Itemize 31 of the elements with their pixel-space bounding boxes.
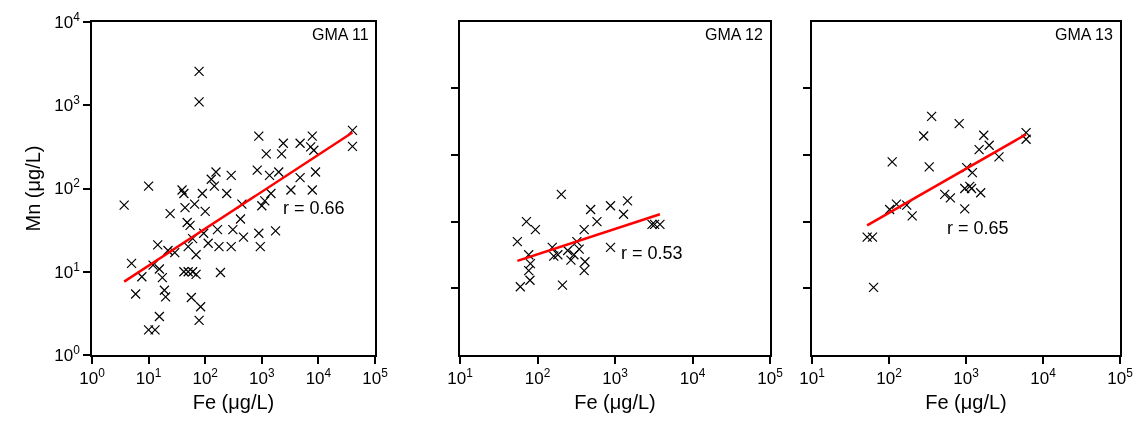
chart-title: GMA 12	[705, 26, 763, 43]
x-tick-label: 10$^{1}$	[447, 366, 474, 389]
y-tick-label: 10$^{1}$	[54, 259, 81, 282]
x-tick-label: 10$^{2}$	[524, 366, 551, 389]
x-tick-label: 10$^{5}$	[1107, 366, 1134, 389]
x-tick-label: 10$^{1}$	[799, 366, 826, 389]
x-tick-label: 10$^{4}$	[679, 366, 706, 389]
x-tick-label: 10$^{1}$	[135, 366, 162, 389]
chart-title: GMA 11	[312, 26, 369, 43]
annotation: r = 0.65	[947, 218, 1009, 238]
y-tick-label: 10$^{3}$	[54, 93, 81, 116]
y-tick-label: 10$^{2}$	[54, 176, 81, 199]
x-tick-label: 10$^{2}$	[876, 366, 903, 389]
x-axis-title: Fe (μg/L)	[574, 391, 656, 414]
y-axis-title: Mn (μg/L)	[22, 145, 45, 232]
x-tick-label: 10$^{0}$	[79, 366, 106, 389]
x-tick-label: 10$^{5}$	[757, 366, 784, 389]
chart-title: GMA 13	[1055, 26, 1113, 43]
x-tick-label: 10$^{4}$	[1030, 366, 1057, 389]
x-axis-title: Fe (μg/L)	[192, 391, 275, 414]
x-tick-label: 10$^{4}$	[305, 366, 332, 389]
x-tick-label: 10$^{2}$	[192, 366, 219, 389]
annotation: r = 0.66	[283, 198, 345, 218]
x-axis-title: Fe (μg/L)	[925, 391, 1007, 414]
annotation: r = 0.53	[621, 243, 683, 263]
x-tick-label: 10$^{3}$	[249, 366, 275, 389]
y-tick-label: 10$^{4}$	[54, 9, 81, 32]
x-tick-label: 10$^{5}$	[362, 366, 389, 389]
x-tick-label: 10$^{3}$	[602, 366, 629, 389]
y-tick-label: 10$^{0}$	[54, 342, 81, 365]
x-tick-label: 10$^{3}$	[953, 366, 980, 389]
